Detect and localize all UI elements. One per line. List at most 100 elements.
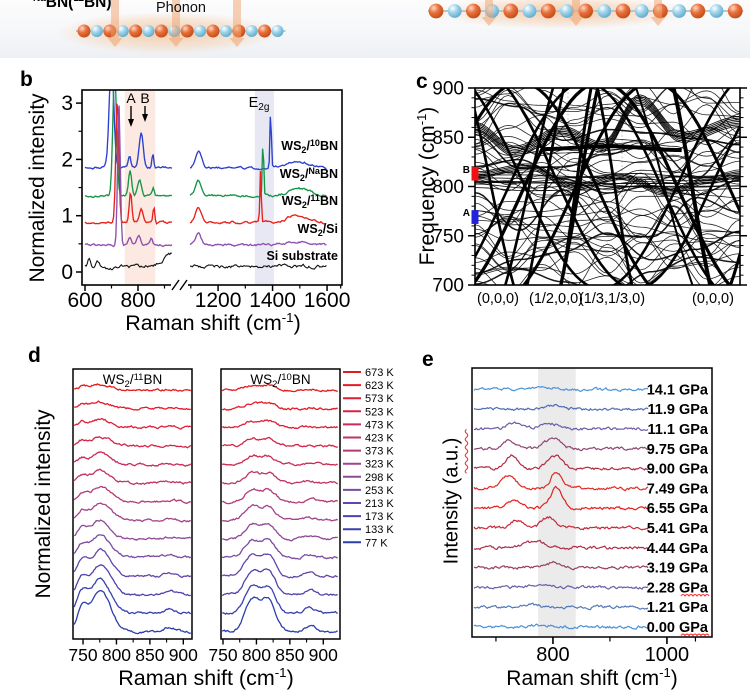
isotope-label-base2: BN) [83,0,112,11]
panel-e-chart: 14.1 GPa 11.9 GPa 11.1 GPa 9.75 GPa 9.00 GPa… [471,367,713,666]
y-tick-label: 700 [432,276,464,297]
temperature-spectrum-213K [221,553,338,579]
temperature-spectrum-523K [73,435,192,449]
pressure-label: 9.75 GPa [647,442,709,458]
temperature-spectrum-77K [221,596,338,634]
temperature-spectrum-523K [222,436,338,449]
temperature-spectrum-173K [221,568,338,597]
plot-box [72,368,193,640]
panel-b-xlabel: Raman shift (cm-1) [125,310,301,336]
phonon-band [475,243,740,285]
spectrum-WSSi [84,105,173,248]
marker-label-A: A [463,208,470,219]
panel-e-xlabel: Raman shift (cm-1) [506,665,677,691]
y-tick-label: 2 [61,148,73,171]
legend-label: 573 K [365,393,394,405]
legend-label: 523 K [365,406,394,418]
nitrogen-atom [245,25,258,37]
phonon-band [475,102,740,155]
y-tick-label: 850 [432,128,464,149]
phonon-band [475,88,731,285]
temperature-spectrum-298K [221,522,338,542]
panel-c-chart: 700 750 800 850 900 (0,0,0) (1/2,0,0)(1/3,1/3,… [432,80,747,307]
phonon-band [525,88,566,285]
phonon-band [475,88,716,285]
panel-c-letter: c [416,70,428,93]
y-tick-label: 800 [432,177,464,198]
x-tick-label: 750 [208,645,237,665]
phonon-band [475,106,515,285]
axis-break-mask [171,279,188,291]
spectrum-WSBN [84,103,173,225]
isotope-label: NaBN(11BN) [33,0,112,12]
nitrogen-atom [709,4,724,18]
series-label: WS2/11BN [282,193,338,210]
phonon-band [475,163,740,190]
pressure-label: 7.49 GPa [647,481,709,497]
x-tick-label: 800 [102,645,131,665]
phonon-band [475,88,651,285]
subpanel-title: WS2/10BN [250,372,310,390]
pressure-spectrum-4.44GPa [473,539,649,551]
y-tick-label: 0 [61,261,73,284]
boron-atom [180,24,194,38]
phonon-band [475,94,740,147]
phonon-arrow-shaft [172,0,180,38]
panel-c-ylabel: Frequency (cm-1) [414,107,440,266]
panel-b-xlabel-end: ) [293,311,301,336]
pressure-label: 3.19 GPa [647,561,709,577]
x-tick-label: 1200 [195,289,242,312]
nitrogen-atom [142,25,155,37]
panel-e-xlabel-main: Raman shift (cm [506,667,660,690]
legend-label: 673 K [365,367,394,379]
series-label: WS2/NaBN [280,166,338,183]
peak-B-label: B [140,90,149,106]
panel-b-chart: 600 800 1200 1400 1600 0 1 2 3 A B E2g WS2/10BN WS2/N… [61,89,350,312]
pressure-label: 4.44 GPa [647,541,709,557]
phonon-band [475,96,740,149]
boron-atom [206,24,220,38]
boron-atom [77,24,91,38]
panel-d-letter: d [28,344,41,367]
temperature-spectrum-373K [73,485,192,504]
phonon-band [475,89,740,129]
phonon-band [475,158,740,196]
phonon-arrow-head [107,38,123,47]
pressure-spectrum-9.75GPa [473,437,649,452]
spectrum-WSSi [189,231,327,247]
pressure-spectrum-9.00GPa [473,453,649,471]
panel-d-xlabel: Raman shift (cm-1) [118,665,294,691]
legend-label: 173 K [365,511,394,523]
spellcheck-squiggle [464,428,469,474]
spectrum-Sisubstrate [190,263,327,270]
pressure-spectrum-14.1GPa [473,385,649,393]
temperature-spectrum-473K [221,454,338,467]
panel-c-ylabel-end: ) [416,106,439,114]
y-tick-label: 1 [61,205,73,228]
x-tick-label: 850 [275,645,304,665]
panel-d-xlabel-sup: -1 [274,665,287,680]
panel-e-ylabel: Intensity (a.u.) [441,428,469,564]
phonon-band [543,144,682,153]
phonon-band [475,173,740,178]
phonon-band [475,180,740,185]
isotope-label-sup2: 11 [73,0,84,4]
nitrogen-atom [634,4,649,18]
phonon-band [475,206,740,245]
temperature-spectrum-573K [73,417,192,430]
pressure-spectrum-11.1GPa [473,421,649,432]
y-tick-label: 750 [432,226,464,247]
legend-label: 323 K [365,459,394,471]
x-tick-label: 750 [68,645,97,665]
phonon-band [475,88,732,285]
legend-label: 77 K [365,537,388,549]
nitrogen-atom [560,4,574,18]
phonon-arrow-head [481,17,497,26]
legend-label: 473 K [365,419,394,431]
temperature-spectrum-133K [73,577,192,615]
pressure-spectrum-1.21GPa [473,602,649,611]
boron-atom [503,3,519,19]
spectrum-WSBN [189,171,327,225]
pressure-spectrum-0.00GPa [473,623,649,630]
